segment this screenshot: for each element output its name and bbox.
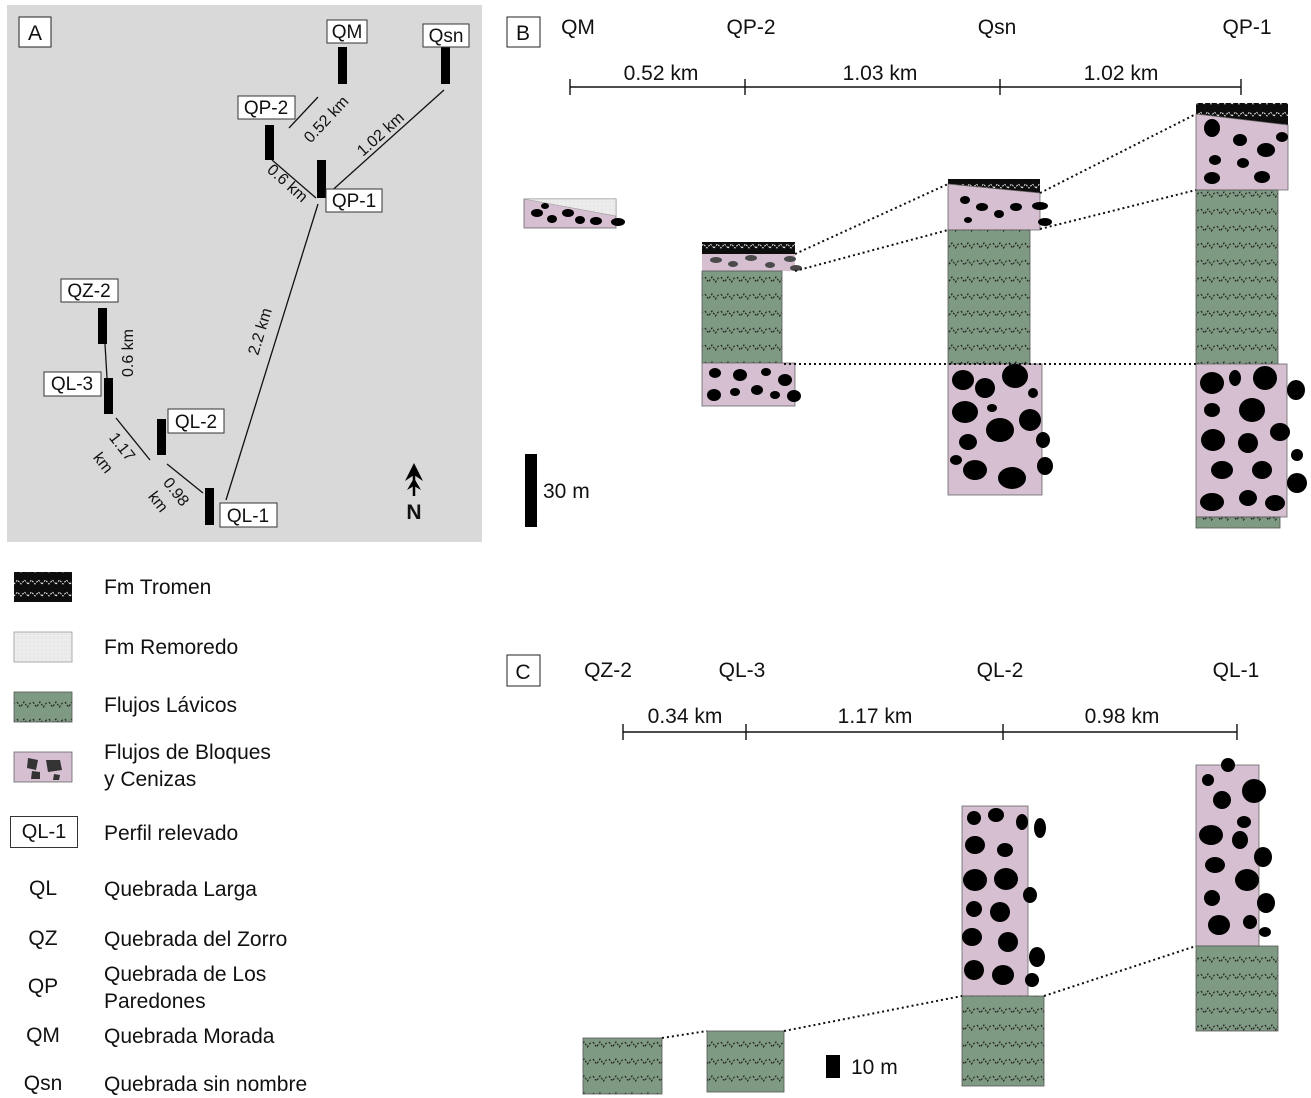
- panel-b-sections: B QM QP-2 Qsn QP-1 0.52 km 1.03 km 1.02 …: [506, 16, 1307, 529]
- panel-c-column-label: QL-2: [977, 659, 1024, 682]
- legend-abbrev-name: Quebrada Morada: [104, 1025, 275, 1048]
- column-qm: [523, 198, 625, 229]
- legend-swatch-remoredo: [13, 631, 73, 663]
- site-marker-ql1: [205, 488, 214, 525]
- panel-a-map: A QM Qsn QP-2: [7, 5, 482, 542]
- legend-abbrev-code: QZ: [28, 927, 58, 950]
- legend-label-bloques-line1: Flujos de Bloques: [104, 741, 271, 764]
- legend-swatch-bloques: [13, 751, 73, 783]
- site-marker-ql3: [104, 378, 113, 414]
- map-site-markers: [98, 47, 450, 525]
- panel-b-column-label: QM: [561, 16, 595, 39]
- legend-abbrev-code: QP: [27, 975, 59, 998]
- map-site-labels: QM Qsn QP-2 QP-1 QZ-2 QL-3 QL-2 QL-1: [43, 19, 470, 528]
- panel-c-correlation-lines: [661, 945, 1197, 1039]
- legend-abbrev-name-line1: Quebrada de Los: [104, 963, 267, 986]
- site-label-ql2: QL-2: [175, 412, 217, 433]
- panel-b-column-label: QP-1: [1222, 16, 1271, 39]
- legend-abbrev-code: QL: [28, 877, 57, 900]
- legend-profile-label: Perfil relevado: [104, 822, 239, 845]
- column-qp2: [701, 242, 802, 407]
- site-marker-qp1: [317, 160, 326, 198]
- panel-b-scale-bar: [525, 454, 537, 527]
- panel-c-distance-label: 0.98 km: [1085, 705, 1160, 728]
- legend-swatch-lava: [13, 691, 73, 723]
- column-ql3: [706, 1030, 785, 1093]
- north-arrow-icon: [405, 463, 423, 496]
- legend-abbrev-name: Quebrada del Zorro: [104, 928, 288, 951]
- distance-qz2-ql3: 0.6 km: [120, 329, 137, 377]
- panel-c-column-label: QZ-2: [584, 659, 632, 682]
- legend-profile-box: QL-1: [10, 816, 78, 848]
- site-marker-qz2: [98, 308, 107, 344]
- column-qz2: [582, 1037, 663, 1095]
- panel-c-distance-bar: [622, 724, 1238, 740]
- panel-c-distance-label: 0.34 km: [648, 705, 723, 728]
- panel-b-distance-label: 1.02 km: [1084, 62, 1159, 85]
- north-label: N: [406, 501, 421, 524]
- legend-label-lavicos: Flujos Lávicos: [104, 694, 238, 717]
- legend-abbrev-name: Quebrada sin nombre: [104, 1073, 308, 1096]
- site-label-qsn: Qsn: [429, 26, 464, 47]
- panel-c-scale-label: 10 m: [851, 1056, 898, 1079]
- column-qp1: [1195, 103, 1307, 529]
- column-qsn: [947, 179, 1053, 496]
- legend-label-remoredo: Fm Remoredo: [104, 636, 239, 659]
- panel-c-column-label: QL-1: [1213, 659, 1260, 682]
- site-label-qz2: QZ-2: [67, 281, 110, 302]
- panel-c-scale-bar: [826, 1055, 840, 1078]
- panel-c-column-label: QL-3: [719, 659, 766, 682]
- panel-b-column-label: Qsn: [978, 16, 1017, 39]
- legend-abbrev-name-line2: Paredones: [104, 990, 206, 1013]
- map-connection-lines: [104, 89, 445, 501]
- site-marker-ql2: [157, 419, 166, 455]
- site-marker-qp2: [265, 125, 274, 160]
- site-label-qp1: QP-1: [332, 191, 376, 212]
- legend-label-bloques-line2: y Cenizas: [104, 768, 197, 791]
- panel-b-scale-label: 30 m: [543, 480, 590, 503]
- panel-b-distance-label: 0.52 km: [624, 62, 699, 85]
- legend-swatches: [13, 572, 73, 783]
- column-ql1: [1195, 758, 1279, 1032]
- site-label-ql1: QL-1: [227, 506, 269, 527]
- panel-c-letter: C: [515, 661, 530, 684]
- panel-c-distance-label: 1.17 km: [838, 705, 913, 728]
- column-ql2: [961, 805, 1046, 1087]
- legend-swatch-tromen: [14, 572, 72, 602]
- panel-b-column-label: QP-2: [726, 16, 775, 39]
- panel-a-letter-box: [18, 16, 52, 48]
- map-background: [7, 5, 482, 542]
- legend-abbrev-code: QM: [26, 1024, 60, 1047]
- panel-c-sections: C QZ-2 QL-3 QL-2 QL-1 0.34 km 1.17 km 0.…: [506, 654, 1279, 1095]
- site-label-ql3: QL-3: [51, 374, 93, 395]
- panel-b-distance-bar: [569, 79, 1242, 95]
- panel-c-letter-box: [506, 654, 541, 687]
- legend-abbrev-name: Quebrada Larga: [104, 878, 257, 901]
- site-marker-qsn: [441, 47, 450, 84]
- panel-a-letter: A: [28, 22, 42, 45]
- panel-b-distance-label: 1.03 km: [843, 62, 918, 85]
- panel-b-letter: B: [516, 22, 530, 45]
- site-marker-qm: [338, 47, 347, 84]
- site-label-qm: QM: [332, 22, 363, 43]
- panel-b-correlation-lines: [784, 113, 1197, 365]
- legend: Fm Tromen Fm Remoredo Flujos Lávicos Flu…: [0, 548, 460, 1097]
- legend-label-tromen: Fm Tromen: [104, 576, 212, 599]
- legend-abbrev-code: Qsn: [23, 1072, 63, 1095]
- panel-b-letter-box: [506, 16, 541, 48]
- site-label-qp2: QP-2: [244, 98, 288, 119]
